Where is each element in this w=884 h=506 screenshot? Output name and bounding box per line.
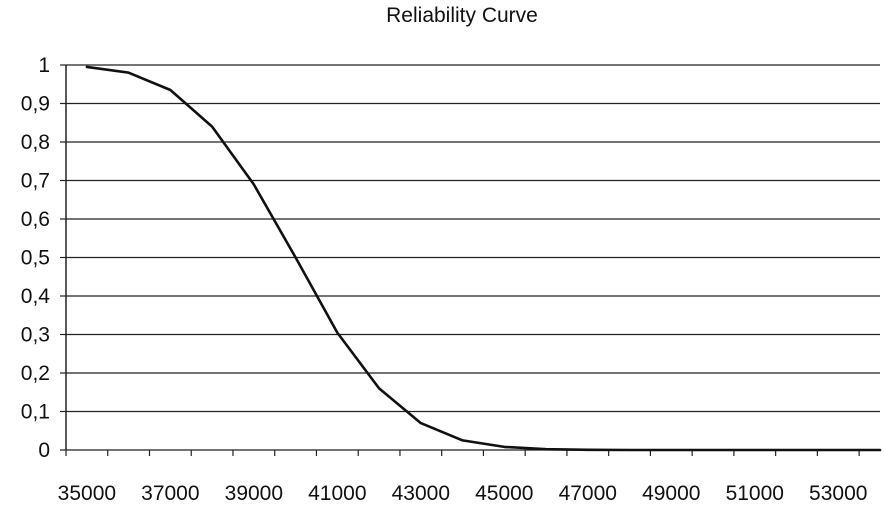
y-tick-label: 1 (38, 54, 50, 77)
x-tick-label: 47000 (559, 482, 617, 505)
x-tick-label: 37000 (141, 482, 199, 505)
series-group (85, 65, 882, 452)
y-tick-label: 0,6 (21, 208, 50, 231)
y-tick-label: 0,2 (21, 362, 50, 385)
x-tick-label: 35000 (58, 482, 116, 505)
x-tick-label: 43000 (392, 482, 450, 505)
series-line (85, 65, 882, 452)
x-tick-labels: 35000 37000 39000 41000 43000 45000 47000 49000… (58, 482, 868, 505)
x-tick-label: 49000 (642, 482, 700, 505)
gridlines (66, 64, 880, 451)
x-tick-label: 39000 (225, 482, 283, 505)
chart-title: Reliability Curve (386, 4, 538, 27)
x-tick-label: 45000 (475, 482, 533, 505)
y-tick-label: 0,1 (21, 401, 50, 424)
y-tick-labels: 0 0,1 0,2 0,3 0,4 0,5 0,6 0,7 0,8 0,9 1 (21, 54, 51, 462)
x-tick-label: 51000 (726, 482, 784, 505)
x-tick-label: 53000 (809, 482, 867, 505)
y-tick-label: 0,4 (21, 285, 51, 308)
y-tick-label: 0,7 (21, 170, 50, 193)
x-tick-label: 41000 (308, 482, 366, 505)
axes (60, 64, 860, 456)
y-tick-label: 0,9 (21, 93, 50, 116)
y-tick-label: 0 (38, 439, 50, 462)
y-tick-label: 0,5 (21, 247, 50, 270)
y-tick-label: 0,3 (21, 324, 50, 347)
y-tick-label: 0,8 (21, 131, 50, 154)
